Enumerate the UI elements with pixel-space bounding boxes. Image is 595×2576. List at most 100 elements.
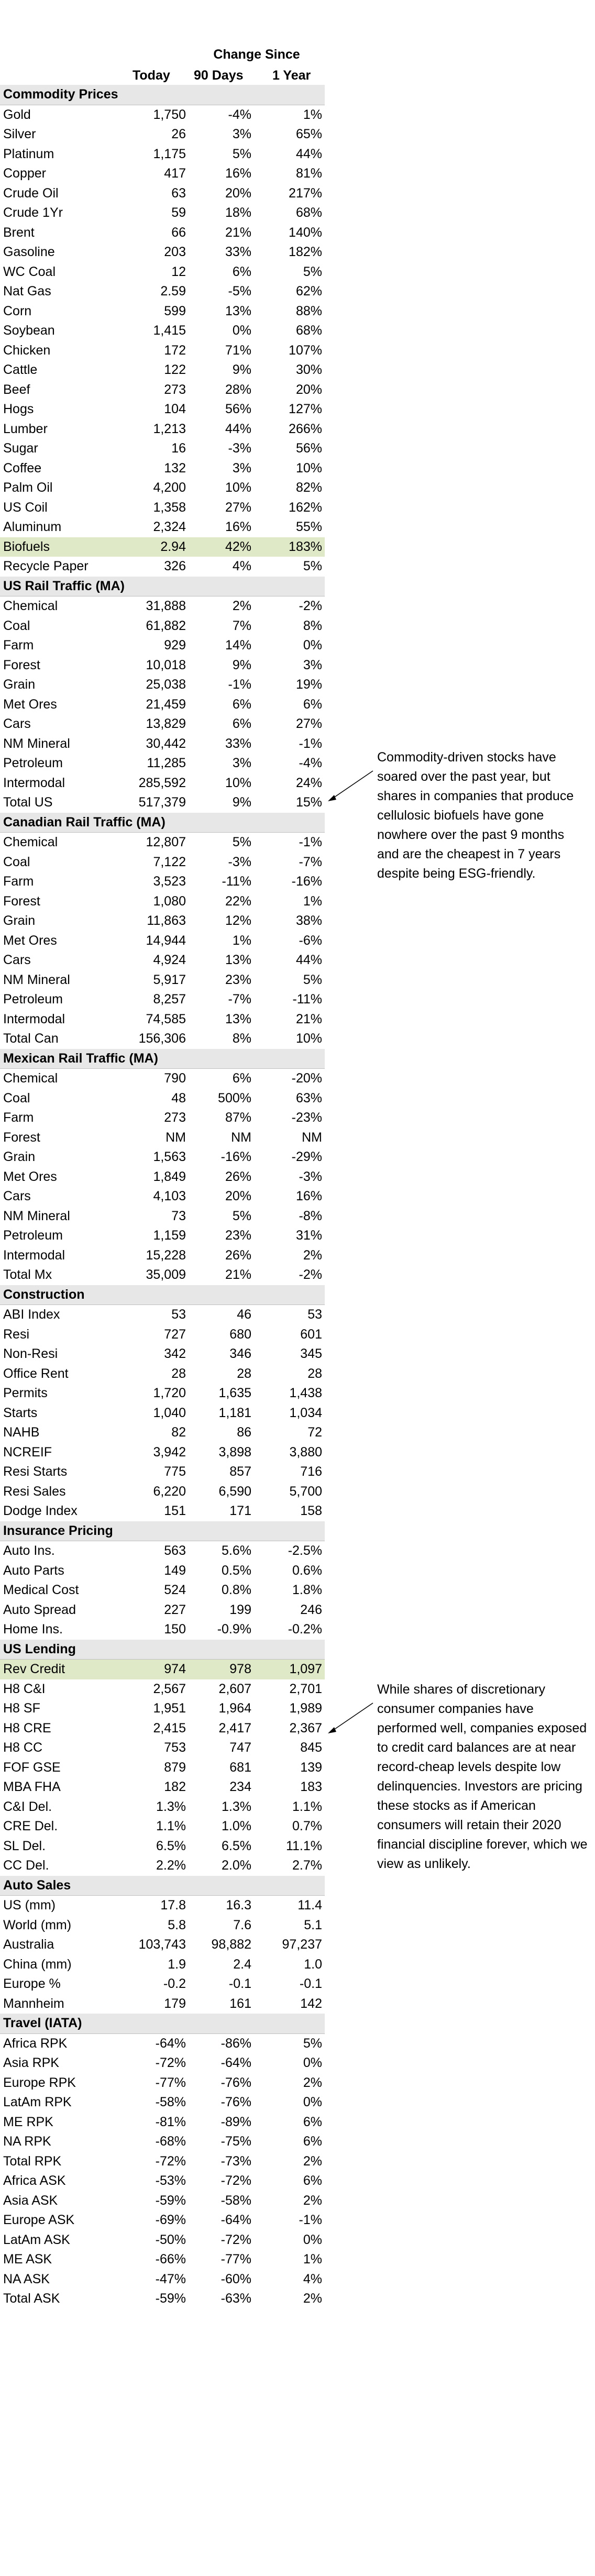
- value-1y: 601: [300, 1326, 322, 1342]
- arrow-head-biofuels: [328, 795, 336, 801]
- value-today: 1,720: [153, 1386, 186, 1400]
- value-90d: 2.0%: [222, 1858, 251, 1873]
- value-1y: -11%: [292, 992, 322, 1007]
- row-label: Coal: [3, 854, 30, 869]
- value-today: 11,285: [147, 756, 186, 770]
- table-row: Intermodal 74,585 13% 21%: [0, 1010, 325, 1030]
- col-1y-header: 1 Year: [272, 68, 311, 83]
- row-label: Corn: [3, 303, 32, 318]
- value-today: 66: [171, 225, 186, 240]
- table-row: Asia ASK -59% -58% 2%: [0, 2191, 325, 2211]
- table-row: Resi Starts 775 857 716: [0, 1462, 325, 1482]
- row-label: Farm: [3, 874, 34, 889]
- value-today: 753: [164, 1740, 186, 1755]
- value-90d: 680: [229, 1326, 251, 1342]
- value-today: NM: [166, 1130, 186, 1145]
- value-1y: 1.8%: [292, 1583, 322, 1597]
- value-90d: -5%: [228, 284, 251, 298]
- value-1y: 3,880: [289, 1444, 322, 1460]
- table-row: Africa RPK -64% -86% 5%: [0, 2034, 325, 2054]
- value-today: -0.2: [163, 1976, 186, 1991]
- row-label: Total ASK: [3, 2291, 60, 2306]
- table-row: Petroleum 8,257 -7% -11%: [0, 990, 325, 1010]
- row-label: H8 CC: [3, 1740, 43, 1755]
- value-90d: 3,898: [218, 1444, 251, 1460]
- table-row: Intermodal 285,592 10% 24%: [0, 773, 325, 793]
- annotation-note-credit: While shares of discretionary consumer c…: [377, 1682, 588, 1871]
- table-row: Permits 1,720 1,635 1,438: [0, 1384, 325, 1403]
- value-today: -59%: [155, 2193, 186, 2208]
- value-1y: 217%: [289, 185, 322, 201]
- value-today: 1,040: [153, 1405, 186, 1420]
- value-1y: 44%: [295, 146, 322, 161]
- value-1y: 81%: [295, 166, 322, 181]
- table-header: Change Since Today 90 Days 1 Year: [0, 43, 325, 85]
- value-today: 30,442: [146, 736, 186, 751]
- value-90d: 13%: [225, 303, 251, 318]
- table-row: ABI Index 53 46 53: [0, 1305, 325, 1325]
- value-90d: 2,417: [218, 1720, 251, 1735]
- value-90d: 978: [229, 1662, 251, 1676]
- table-row: NA ASK -47% -60% 4%: [0, 2270, 325, 2290]
- value-today: 524: [164, 1583, 186, 1597]
- value-90d: 4%: [232, 559, 251, 573]
- value-1y: 2,701: [289, 1681, 322, 1696]
- table-row: Resi Sales 6,220 6,590 5,700: [0, 1482, 325, 1502]
- value-90d: -16%: [221, 1149, 251, 1164]
- value-today: 104: [164, 402, 186, 416]
- value-1y: 2%: [303, 2193, 322, 2208]
- table-row: Intermodal 15,228 26% 2%: [0, 1246, 325, 1266]
- value-today: 1,750: [153, 107, 186, 122]
- value-90d: -75%: [221, 2134, 251, 2149]
- section-title: Auto Sales: [3, 1877, 71, 1893]
- row-label: NCREIF: [3, 1444, 52, 1460]
- value-today: 5,917: [153, 972, 186, 987]
- row-label: Total US: [3, 795, 53, 810]
- value-90d: 26%: [225, 1169, 251, 1184]
- value-today: 150: [164, 1622, 186, 1637]
- table-row: Soybean 1,415 0% 68%: [0, 321, 325, 341]
- value-90d: 5%: [232, 835, 251, 849]
- value-today: -64%: [155, 2036, 186, 2051]
- row-label: Africa RPK: [3, 2036, 68, 2051]
- value-1y: 246: [300, 1602, 322, 1617]
- row-label: WC Coal: [3, 264, 56, 279]
- value-1y: 183%: [289, 539, 322, 554]
- row-label: ABI Index: [3, 1307, 60, 1322]
- row-label: FOF GSE: [3, 1760, 61, 1775]
- value-today: -59%: [155, 2291, 186, 2306]
- table-row: Chemical 12,807 5% -1%: [0, 833, 325, 853]
- value-1y: 0.7%: [292, 1819, 322, 1833]
- value-1y: -4%: [299, 756, 322, 770]
- annotation-note-biofuels: Commodity-driven stocks have soared over…: [377, 750, 574, 881]
- value-90d: NM: [231, 1130, 251, 1145]
- value-1y: 97,237: [282, 1937, 322, 1952]
- value-1y: 158: [300, 1503, 322, 1518]
- value-1y: 2%: [303, 2153, 322, 2169]
- row-label: Non-Resi: [3, 1346, 58, 1361]
- value-today: 273: [164, 1110, 186, 1125]
- row-label: Cattle: [3, 362, 38, 377]
- row-label: C&I Del.: [3, 1799, 52, 1814]
- col-90d-header: 90 Days: [194, 68, 244, 83]
- value-1y: 11.1%: [285, 1838, 322, 1853]
- value-today: 775: [164, 1464, 186, 1479]
- value-90d: 1,181: [218, 1405, 251, 1420]
- value-today: -50%: [155, 2232, 186, 2247]
- row-label: Resi Starts: [3, 1464, 68, 1479]
- value-1y: 24%: [295, 775, 322, 790]
- row-label: Chemical: [3, 599, 58, 613]
- value-today: 1,175: [153, 146, 186, 161]
- value-today: 326: [164, 559, 186, 573]
- value-today: 879: [164, 1760, 186, 1775]
- table-row: Crude 1Yr 59 18% 68%: [0, 203, 325, 223]
- value-today: 53: [171, 1307, 186, 1322]
- value-90d: 98,882: [211, 1937, 251, 1952]
- section-header-travel-iata: Travel (IATA): [0, 2014, 325, 2034]
- value-90d: 171: [229, 1503, 251, 1518]
- table-row: Australia 103,743 98,882 97,237: [0, 1935, 325, 1955]
- value-1y: 140%: [289, 225, 322, 240]
- value-90d: 9%: [232, 362, 251, 377]
- value-today: 156,306: [138, 1031, 186, 1046]
- value-1y: 183: [300, 1779, 322, 1794]
